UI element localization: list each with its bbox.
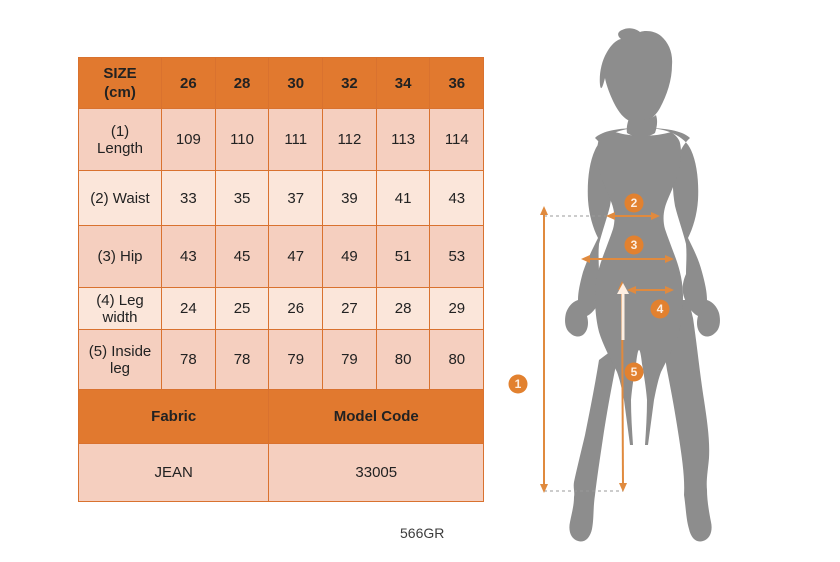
svg-text:1: 1 <box>515 377 522 391</box>
